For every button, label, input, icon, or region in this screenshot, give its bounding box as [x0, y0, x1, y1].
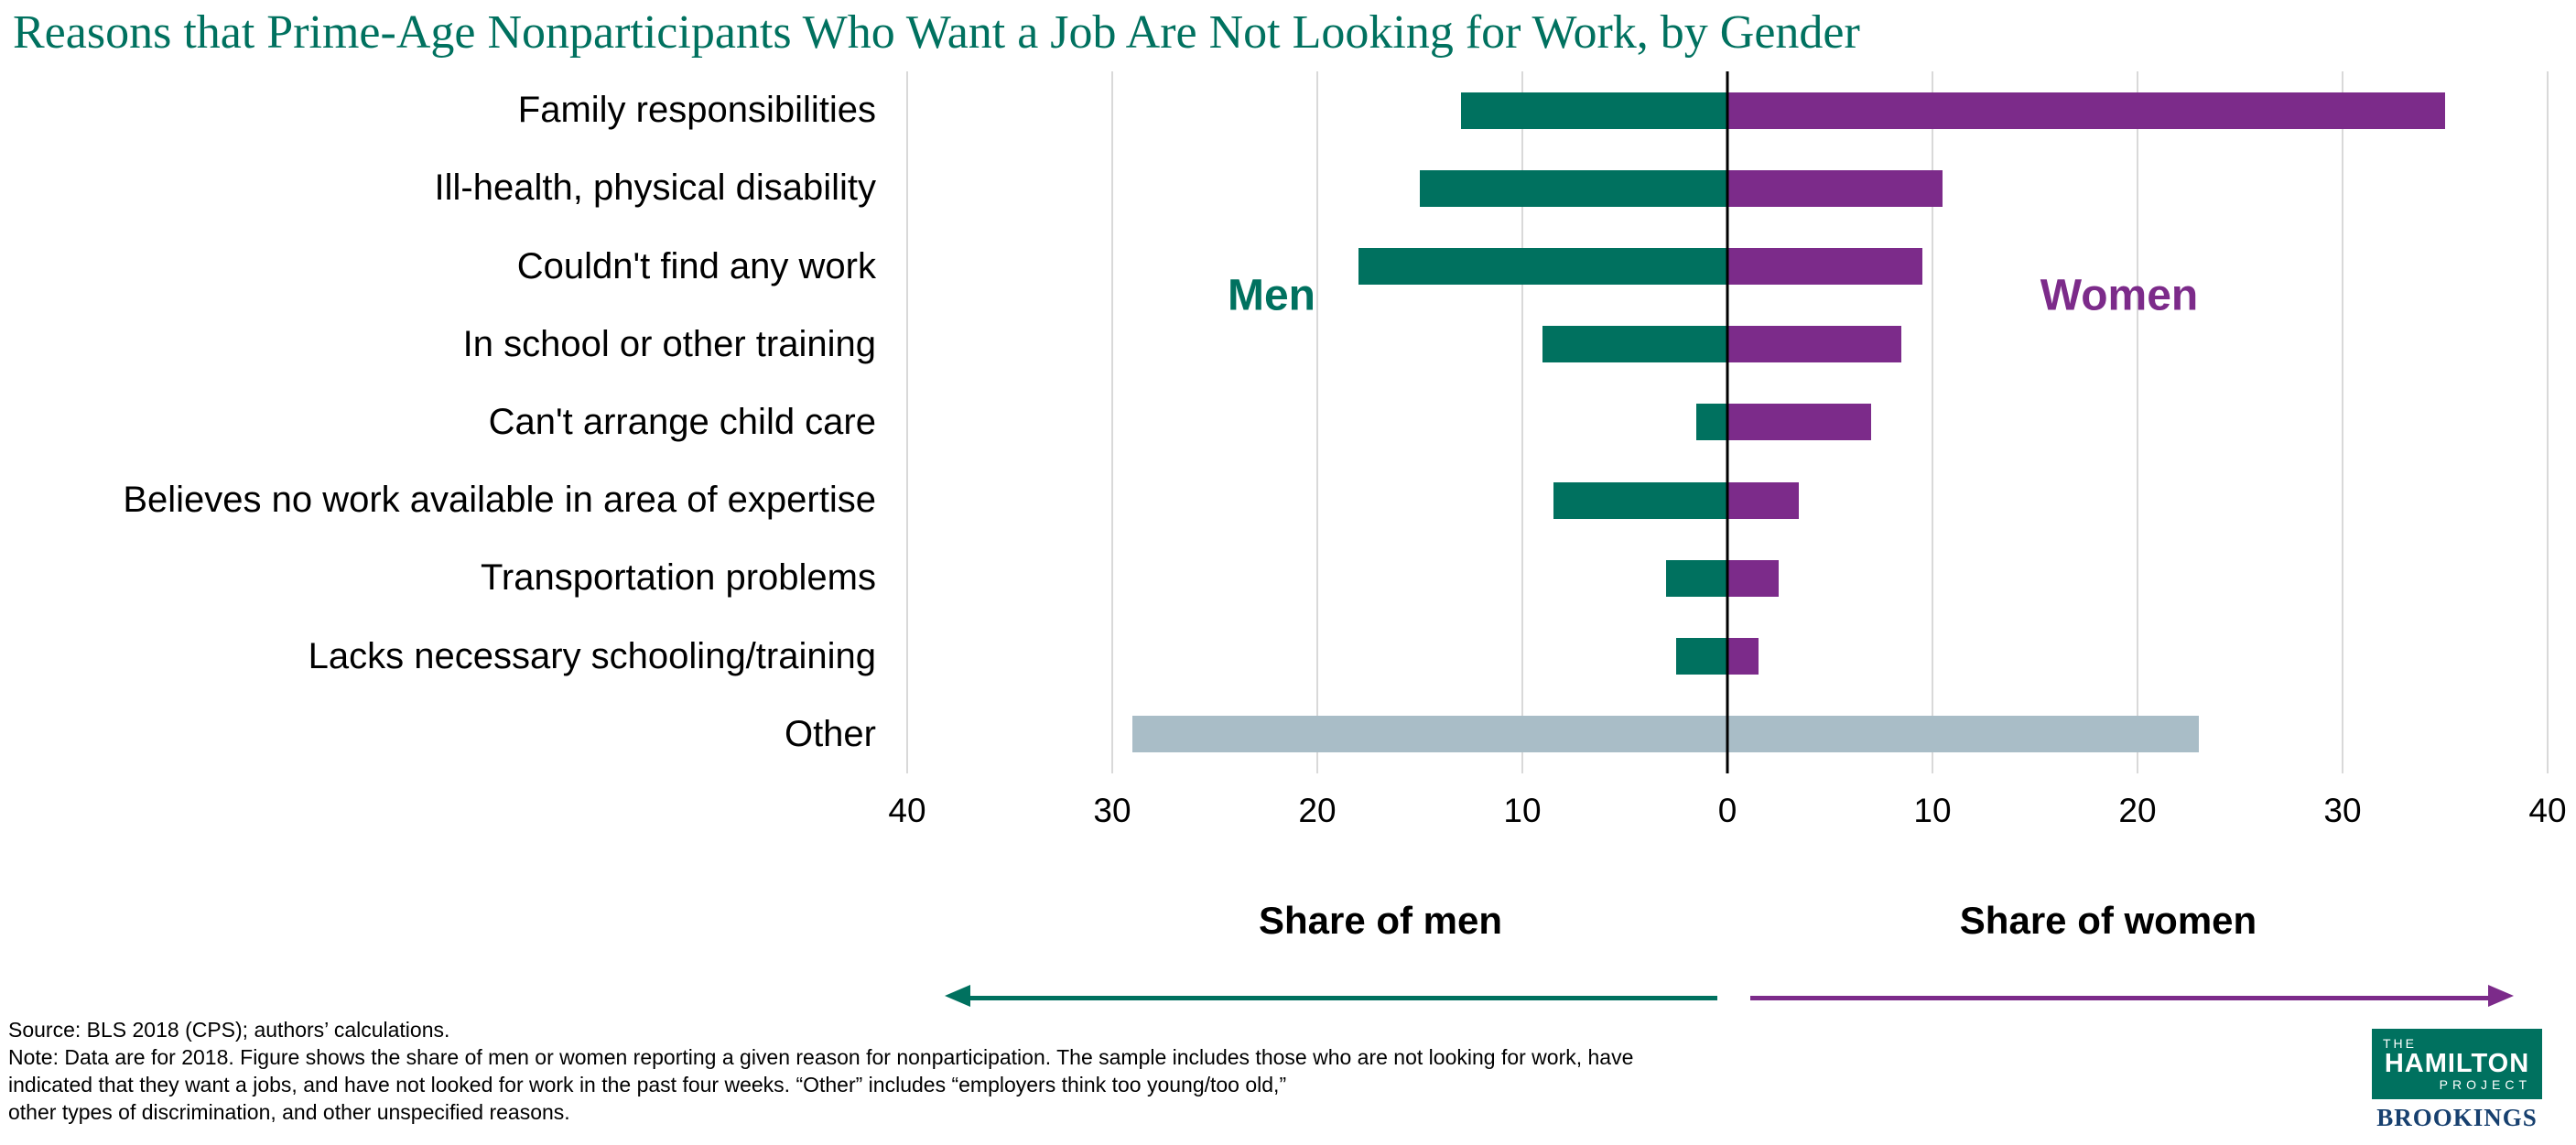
bar-men: [1358, 248, 1727, 286]
bar-men: [1420, 169, 1727, 207]
logo-hamilton-text: HAMILTON: [2384, 1049, 2530, 1079]
bar-women: [1727, 326, 1902, 363]
share-of-men-axis-label: Share of men: [1258, 899, 1503, 942]
gridline: [1521, 71, 1523, 773]
bar-row: [907, 306, 2548, 383]
left-arrowhead-icon: [945, 985, 970, 1007]
note-line-3: other types of discrimination, and other…: [8, 1100, 570, 1124]
gridline: [2137, 71, 2138, 773]
bar-row: [907, 461, 2548, 539]
logo-project-text: PROJECT: [2439, 1076, 2531, 1092]
gridline: [2547, 71, 2549, 773]
share-of-women-axis-label: Share of women: [1959, 899, 2257, 942]
bar-men: [1696, 404, 1727, 441]
plot-area: [906, 71, 2549, 773]
bar-men: [1665, 559, 1727, 597]
women-series-label: Women: [2040, 271, 2199, 320]
men-arrow-shaft: [959, 996, 1717, 1000]
gridline: [1111, 71, 1113, 773]
bar-row: [907, 383, 2548, 461]
bar-women: [1727, 638, 1759, 675]
logo-the-text: THE: [2383, 1035, 2417, 1051]
bar-women: [1727, 92, 2445, 129]
men-series-label: Men: [1228, 271, 1315, 320]
category-label: Can't arrange child care: [488, 401, 876, 442]
right-arrowhead-icon: [2488, 985, 2514, 1007]
gridline: [906, 71, 908, 773]
bar-men: [1542, 326, 1727, 363]
hamilton-project-logo: THE HAMILTON PROJECT: [2372, 1029, 2542, 1099]
category-label: Ill-health, physical disability: [434, 167, 876, 209]
bar-row: [907, 149, 2548, 227]
x-axis-tick-label: 30: [2323, 792, 2362, 829]
note-line-2: indicated that they want a jobs, and hav…: [8, 1073, 1287, 1096]
x-axis-tick-label: 20: [2118, 792, 2157, 829]
x-axis-tick-label: 0: [1717, 792, 1737, 829]
category-label: Believes no work available in area of ex…: [123, 480, 876, 521]
bar-women: [1727, 559, 1779, 597]
category-labels-column: Family responsibilities Ill-health, physi…: [0, 71, 876, 773]
women-axis-arrow: [1750, 985, 2514, 1010]
category-label: Lacks necessary schooling/training: [308, 635, 876, 676]
note-line-1: Note: Data are for 2018. Figure shows th…: [8, 1045, 1634, 1069]
gridline: [1932, 71, 1933, 773]
source-note: Source: BLS 2018 (CPS); authors’ calcula…: [8, 1016, 1633, 1126]
category-label: Other: [784, 713, 876, 754]
category-label: Family responsibilities: [517, 90, 876, 131]
bar-men: [1676, 638, 1727, 675]
category-label: Transportation problems: [480, 557, 876, 599]
bar-row: [907, 227, 2548, 305]
bar-women: [1727, 481, 1800, 519]
gridline: [1316, 71, 1318, 773]
bar-men: [1553, 481, 1727, 519]
men-axis-arrow: [945, 985, 1717, 1010]
x-axis-tick-label: 30: [1093, 792, 1131, 829]
bar-row: [907, 618, 2548, 696]
zero-baseline: [1726, 71, 1729, 773]
bar-women: [1727, 248, 1922, 286]
bar-women: [1727, 169, 1943, 207]
bar-row: [907, 71, 2548, 149]
bars-layer: [907, 71, 2548, 773]
category-label: Couldn't find any work: [516, 245, 876, 286]
category-label: In school or other training: [462, 323, 876, 364]
x-axis-tick-label: 10: [1913, 792, 1952, 829]
source-line: Source: BLS 2018 (CPS); authors’ calcula…: [8, 1018, 450, 1042]
bar-row: [907, 539, 2548, 617]
bar-women: [1727, 404, 1871, 441]
women-arrow-shaft: [1750, 996, 2499, 1000]
x-axis-tick-row: 40 30 20 10 0 10 20 30 40: [888, 792, 2566, 837]
bar-men: [1460, 92, 1727, 129]
gridline: [2342, 71, 2343, 773]
bar-row: [907, 696, 2548, 773]
x-axis-tick-label: 20: [1298, 792, 1337, 829]
bar-other: [1132, 716, 2200, 753]
brookings-logo-text: BROOKINGS: [2376, 1104, 2538, 1131]
chart-title: Reasons that Prime-Age Nonparticipants W…: [13, 6, 1860, 59]
x-axis-tick-label: 40: [888, 792, 926, 829]
gridlines-layer: [906, 71, 2549, 773]
x-axis-tick-label: 10: [1503, 792, 1542, 829]
x-axis-tick-label: 40: [2528, 792, 2567, 829]
